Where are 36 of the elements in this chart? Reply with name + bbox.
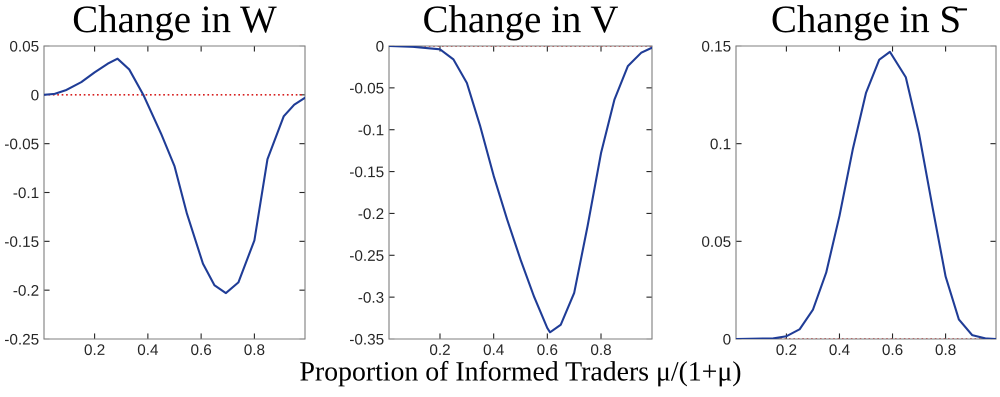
x-tick-label: 0.8 xyxy=(590,344,611,356)
x-tick-label: 0.4 xyxy=(138,344,158,356)
y-tick-label: -0.25 xyxy=(350,250,384,261)
y-tick-label: -0.05 xyxy=(350,82,384,94)
y-tick-label: -0.2 xyxy=(13,285,38,296)
line-series xyxy=(44,58,305,294)
y-tick-label: 0.05 xyxy=(702,236,730,248)
x-tick-label: 0.4 xyxy=(484,344,504,356)
y-tick-label: 0 xyxy=(31,90,39,101)
x-tick-label: 0.6 xyxy=(191,344,212,356)
y-tick-label: -0.1 xyxy=(13,187,38,198)
y-tick-label: 0 xyxy=(376,40,384,52)
x-tick-label: 0.2 xyxy=(776,344,796,356)
y-tick-label: 0.1 xyxy=(710,138,730,150)
chart-title: Change in W xyxy=(74,5,277,41)
x-tick-label: 0.2 xyxy=(430,344,450,356)
y-tick-label: -0.05 xyxy=(5,138,38,150)
y-tick-label: -0.15 xyxy=(5,236,38,248)
y-tick-label: -0.15 xyxy=(350,166,384,178)
x-tick-label: 0.6 xyxy=(537,344,558,356)
y-tick-label: 0.05 xyxy=(10,40,38,52)
y-tick-label: -0.35 xyxy=(350,334,384,345)
y-tick-label: -0.2 xyxy=(358,208,384,220)
x-tick-label: 0.2 xyxy=(84,344,104,356)
x-tick-label: 0.4 xyxy=(829,344,850,356)
y-tick-label: -0.3 xyxy=(358,292,384,303)
chart-title: Change in S̄ xyxy=(772,5,968,41)
y-tick-label: -0.25 xyxy=(5,334,38,345)
x-tick-label: 0.8 xyxy=(936,344,956,356)
y-tick-label: 0.15 xyxy=(702,40,730,52)
x-axis-title: Proportion of Informed Traders μ/(1+μ) xyxy=(300,360,740,386)
y-tick-label: 0 xyxy=(723,334,731,345)
chart-title: Change in V xyxy=(424,5,618,41)
x-tick-label: 0.8 xyxy=(244,344,264,356)
y-tick-label: -0.1 xyxy=(358,124,384,136)
x-tick-label: 0.6 xyxy=(882,344,902,356)
